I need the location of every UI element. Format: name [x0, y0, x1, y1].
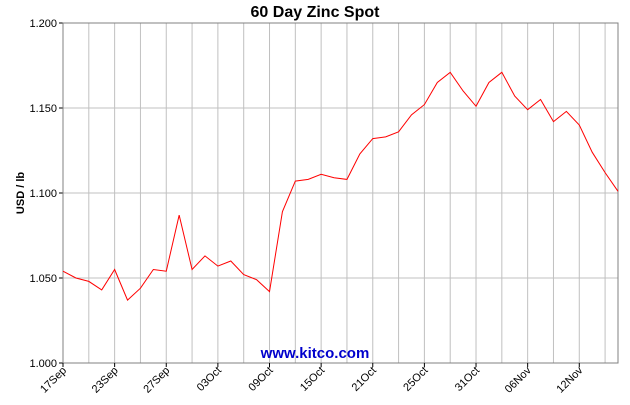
x-tick-label: 31Oct [453, 365, 482, 394]
chart-title: 60 Day Zinc Spot [251, 4, 381, 21]
y-tick-label: 1.200 [29, 18, 57, 30]
line [62, 71, 619, 301]
y-tick-label: 1.050 [29, 273, 57, 285]
y-tick-label: 1.150 [29, 103, 57, 115]
x-tick-label: 09Oct [246, 365, 275, 394]
x-tick-label: 27Sep [141, 365, 172, 396]
y-tick-label: 1.000 [29, 358, 57, 370]
plot-border [62, 22, 619, 364]
x-tick-label: 21Oct [350, 365, 379, 394]
x-tick-label: 23Sep [90, 365, 121, 396]
x-tick-label: 06Nov [503, 364, 534, 395]
annotation: www.kitco.com [260, 345, 370, 362]
y-axis-label: USD / lb [15, 172, 27, 214]
x-tick-label: 25Oct [401, 365, 430, 394]
x-tick-label: 15Oct [298, 365, 327, 394]
x-tick-label: 12Nov [554, 364, 585, 395]
y-tick-label: 1.100 [29, 188, 57, 200]
x-tick-label: 03Oct [195, 365, 224, 394]
